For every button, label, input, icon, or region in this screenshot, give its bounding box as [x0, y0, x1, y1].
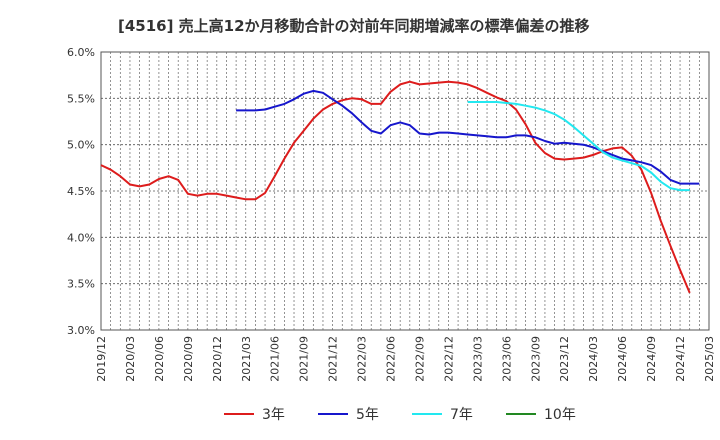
y-tick-label: 5.5%	[67, 92, 95, 105]
x-tick-label: 2023/06	[500, 336, 513, 382]
x-tick-label: 2023/03	[471, 336, 484, 382]
series-line-3年	[100, 80, 691, 294]
x-tick-label: 2022/09	[413, 336, 426, 382]
legend-label: 10年	[544, 407, 576, 423]
y-tick-label: 5.0%	[67, 139, 95, 152]
chart-title: [4516] 売上高12か月移動合計の対前年同期増減率の標準偏差の推移	[118, 17, 590, 35]
y-tick-label: 4.0%	[67, 231, 95, 244]
x-tick-label: 2020/12	[211, 336, 224, 382]
x-tick-label: 2024/12	[674, 336, 687, 382]
x-tick-label: 2025/03	[703, 336, 716, 382]
x-tick-label: 2022/03	[356, 336, 369, 382]
legend-label: 3年	[262, 407, 285, 423]
legend: 3年 5年 7年 10年	[224, 407, 576, 423]
x-tick-label: 2020/09	[182, 336, 195, 382]
x-tick-label: 2021/03	[240, 336, 253, 382]
x-tick-label: 2024/06	[616, 336, 629, 382]
y-tick-label: 4.5%	[67, 185, 95, 198]
x-tick-label: 2020/03	[124, 336, 137, 382]
x-tick-label: 2024/09	[645, 336, 658, 382]
x-tick-label: 2019/12	[95, 336, 108, 382]
series-line-7年	[467, 101, 690, 192]
x-tick-label: 2022/12	[442, 336, 455, 382]
x-tick-label: 2023/09	[529, 336, 542, 382]
x-tick-label: 2022/06	[385, 336, 398, 382]
x-tick-label: 2021/12	[327, 336, 340, 382]
x-tick-label: 2021/09	[298, 336, 311, 382]
x-tick-label: 2024/03	[587, 336, 600, 382]
y-tick-label: 6.0%	[67, 46, 95, 59]
plot-area: 3.0% 3.5% 4.0% 4.5% 5.0% 5.5% 6.0% 2019/12 2020/…	[67, 46, 716, 382]
x-tick-label: 2020/06	[153, 336, 166, 382]
series-line-5年	[236, 89, 700, 185]
y-tick-label: 3.0%	[67, 324, 95, 337]
x-tick-label: 2023/12	[558, 336, 571, 382]
legend-label: 7年	[450, 407, 473, 423]
y-tick-label: 3.5%	[67, 278, 95, 291]
x-tick-label: 2021/06	[269, 336, 282, 382]
legend-label: 5年	[356, 407, 379, 423]
